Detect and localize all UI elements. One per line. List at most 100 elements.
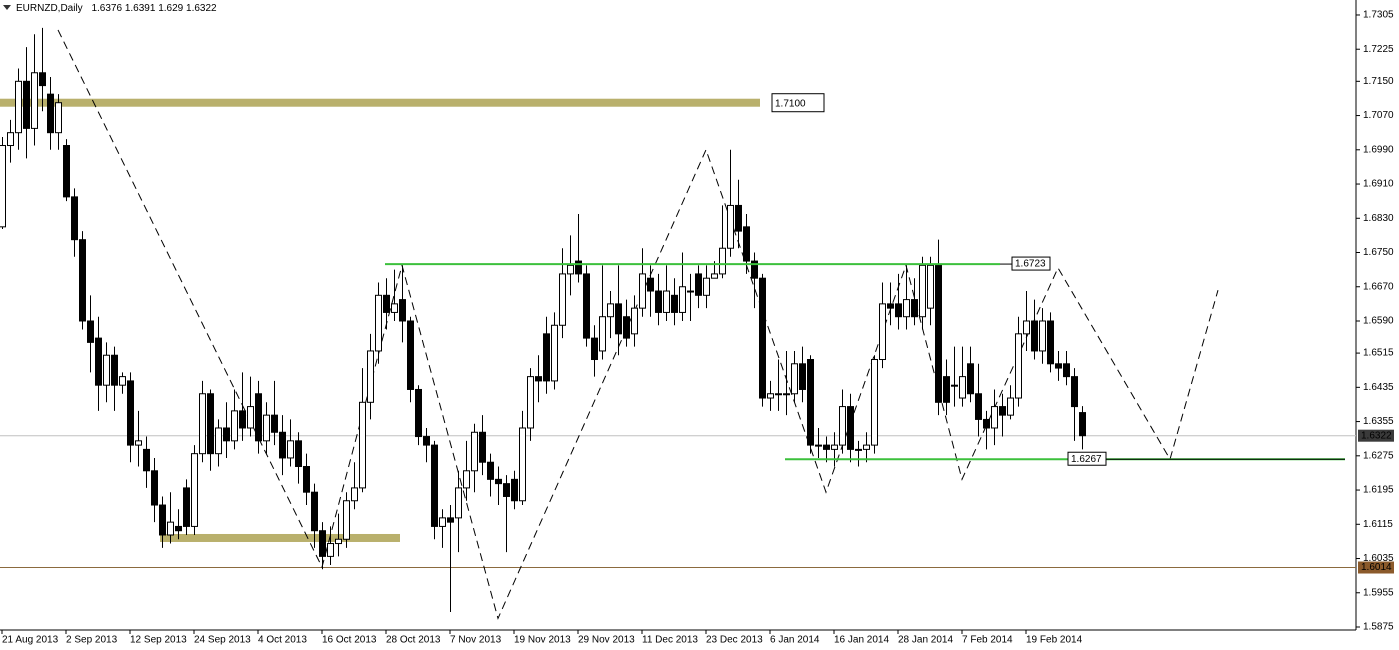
candle-body — [1063, 363, 1070, 378]
x-tick-label: 4 Oct 2013 — [258, 635, 307, 646]
candle-body — [551, 324, 558, 382]
candle-body — [439, 517, 446, 527]
candle-body — [423, 436, 430, 446]
y-tick-label: 1.7070 — [1363, 110, 1394, 121]
y-tick-label: 1.6990 — [1363, 144, 1394, 155]
zone-band — [0, 98, 760, 107]
candle-body — [375, 294, 382, 352]
candle-body — [47, 93, 54, 134]
candle-body — [599, 316, 606, 352]
candle-body — [135, 440, 142, 446]
candle-body — [727, 204, 734, 249]
candle-body — [799, 363, 806, 390]
candle-body — [719, 247, 726, 275]
candle-body — [935, 264, 942, 403]
candle-body — [279, 431, 286, 459]
candle-body — [31, 72, 38, 129]
candle-body — [863, 444, 870, 450]
x-tick-label: 7 Feb 2014 — [962, 635, 1013, 646]
candle-body — [895, 303, 902, 318]
x-tick-label: 21 Aug 2013 — [2, 635, 59, 646]
y-tick-label: 1.6515 — [1363, 348, 1394, 359]
open: 1.6376 — [91, 3, 122, 14]
low: 1.629 — [158, 3, 183, 14]
y-tick-label: 1.5955 — [1363, 587, 1394, 598]
candle-body — [487, 461, 494, 480]
y-tick-label: 1.7305 — [1363, 10, 1394, 21]
candle-body — [7, 132, 14, 147]
candle-body — [959, 376, 966, 399]
x-tick-label: 24 Sep 2013 — [194, 635, 251, 646]
candle-body — [559, 273, 566, 326]
candle-body — [631, 307, 638, 335]
zone-label-box — [771, 93, 825, 113]
candle-body — [231, 410, 238, 442]
level-label: 1.6267 — [1071, 454, 1102, 465]
x-tick-label: 23 Dec 2013 — [706, 635, 763, 646]
candle-body — [903, 299, 910, 318]
candle-body — [255, 393, 262, 442]
candle-body — [167, 521, 174, 536]
y-tick-label: 1.7150 — [1363, 76, 1394, 87]
candle-body — [183, 487, 190, 527]
x-tick-label: 28 Oct 2013 — [386, 635, 441, 646]
candle-body — [951, 384, 958, 387]
candle-body — [95, 337, 102, 386]
candle-body — [911, 299, 918, 318]
candle-body — [735, 204, 742, 232]
candle-body — [263, 414, 270, 442]
candle-body — [1007, 397, 1014, 416]
candle-body — [407, 320, 414, 390]
symbol: EURNZD,Daily — [16, 3, 83, 14]
candle-body — [447, 517, 454, 523]
menu-icon — [3, 5, 11, 10]
candle-body — [991, 406, 998, 429]
candle-body — [807, 359, 814, 446]
candle-body — [1023, 320, 1030, 335]
candle-body — [319, 530, 326, 557]
price-label: 1.6322 — [1361, 430, 1392, 441]
candle-body — [1071, 376, 1078, 408]
level-label: 1.6723 — [1015, 259, 1046, 270]
candle-body — [711, 273, 718, 279]
candle-body — [831, 444, 838, 450]
x-tick-label: 19 Nov 2013 — [514, 635, 571, 646]
x-tick-label: 11 Dec 2013 — [642, 635, 698, 646]
candle-body — [151, 470, 158, 506]
candle-body — [567, 264, 574, 275]
zone-band — [160, 533, 400, 542]
candle-body — [655, 290, 662, 313]
candle-body — [479, 431, 486, 463]
candle-body — [79, 239, 86, 322]
candle-body — [63, 145, 70, 198]
candle-body — [575, 260, 582, 275]
candle-body — [1079, 412, 1086, 437]
candle-body — [15, 80, 22, 134]
x-tick-label: 2 Sep 2013 — [66, 635, 118, 646]
candle-body — [415, 388, 422, 438]
candle-body — [191, 453, 198, 527]
candle-body — [463, 470, 470, 489]
candle-body — [999, 406, 1006, 416]
candle-body — [975, 393, 982, 420]
x-tick-label: 6 Jan 2014 — [770, 635, 820, 646]
x-tick-label: 29 Nov 2013 — [578, 635, 635, 646]
candle-body — [871, 359, 878, 446]
y-tick-label: 1.5875 — [1363, 622, 1394, 633]
candle-body — [295, 440, 302, 468]
close: 1.6322 — [186, 3, 217, 14]
price-label-box — [1358, 561, 1394, 574]
candle-body — [23, 80, 30, 129]
candle-body — [743, 226, 750, 262]
candle-body — [399, 299, 406, 322]
y-tick-label: 1.6435 — [1363, 382, 1394, 393]
candle-body — [591, 337, 598, 361]
candle-body — [615, 303, 622, 335]
candle-body — [343, 500, 350, 540]
candle-body — [527, 376, 534, 429]
candle-body — [103, 354, 110, 386]
candle-body — [119, 376, 126, 386]
candle-body — [87, 320, 94, 343]
x-tick-label: 16 Jan 2014 — [834, 635, 889, 646]
